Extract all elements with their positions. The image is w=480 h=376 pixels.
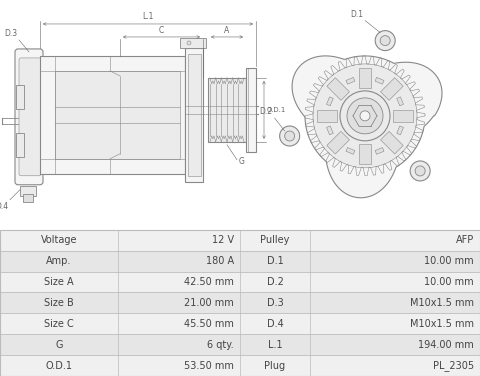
Bar [0, 271, 480, 293]
Bar [55, 71, 180, 159]
Polygon shape [317, 110, 337, 122]
Text: D.4: D.4 [266, 319, 283, 329]
Text: Plug: Plug [264, 361, 286, 371]
Text: O.D.1: O.D.1 [267, 107, 287, 113]
Text: M10x1.5 mm: M10x1.5 mm [410, 298, 474, 308]
Polygon shape [397, 126, 404, 135]
Polygon shape [359, 144, 371, 164]
Text: Voltage: Voltage [41, 235, 77, 245]
Text: D.1: D.1 [266, 256, 283, 266]
Bar [208, 78, 246, 142]
Text: D.3: D.3 [266, 298, 283, 308]
Bar [188, 54, 201, 176]
Polygon shape [375, 77, 384, 84]
Circle shape [280, 126, 300, 146]
Polygon shape [326, 126, 333, 135]
Text: G: G [55, 340, 63, 350]
Text: M10x1.5 mm: M10x1.5 mm [410, 319, 474, 329]
Text: L.1: L.1 [268, 340, 282, 350]
Text: AFP: AFP [456, 235, 474, 245]
Polygon shape [359, 68, 371, 88]
Text: Size C: Size C [44, 319, 74, 329]
Bar [0, 293, 480, 313]
Bar [20, 186, 36, 196]
Text: O.D.1: O.D.1 [46, 361, 72, 371]
Circle shape [380, 36, 390, 45]
Text: PL_2305: PL_2305 [433, 360, 474, 371]
Bar [16, 85, 24, 109]
Circle shape [340, 91, 390, 141]
Text: 53.50 mm: 53.50 mm [184, 361, 234, 371]
Circle shape [313, 64, 417, 168]
Text: 42.50 mm: 42.50 mm [184, 277, 234, 287]
Polygon shape [327, 131, 349, 154]
Text: D.1: D.1 [350, 10, 363, 19]
Bar [0, 313, 480, 334]
Polygon shape [326, 97, 333, 106]
Circle shape [415, 166, 425, 176]
Bar [0, 230, 480, 251]
Circle shape [375, 30, 395, 51]
Polygon shape [346, 77, 355, 84]
Text: Amp.: Amp. [46, 256, 72, 266]
Circle shape [187, 41, 191, 45]
Bar [0, 251, 480, 271]
Text: A: A [224, 26, 229, 35]
Polygon shape [381, 131, 403, 154]
Circle shape [360, 111, 370, 121]
Polygon shape [375, 147, 384, 154]
Circle shape [410, 161, 430, 181]
Text: 10.00 mm: 10.00 mm [424, 277, 474, 287]
Text: 21.00 mm: 21.00 mm [184, 298, 234, 308]
Text: 180 A: 180 A [206, 256, 234, 266]
Text: 10.00 mm: 10.00 mm [424, 256, 474, 266]
Text: G: G [239, 157, 245, 166]
Text: 6 qty.: 6 qty. [207, 340, 234, 350]
Circle shape [347, 98, 383, 134]
Bar [16, 133, 24, 157]
Text: Size B: Size B [44, 298, 74, 308]
Text: C: C [159, 26, 164, 35]
Polygon shape [381, 78, 403, 100]
Text: L.1: L.1 [142, 12, 154, 21]
Text: Pulley: Pulley [260, 235, 290, 245]
Polygon shape [393, 110, 413, 122]
Polygon shape [397, 97, 404, 106]
Text: 45.50 mm: 45.50 mm [184, 319, 234, 329]
Bar [185, 48, 203, 182]
Bar [180, 38, 206, 48]
Text: Size A: Size A [44, 277, 74, 287]
Text: 194.00 mm: 194.00 mm [418, 340, 474, 350]
FancyBboxPatch shape [15, 49, 43, 185]
FancyBboxPatch shape [19, 58, 41, 176]
Circle shape [285, 131, 295, 141]
Polygon shape [292, 56, 442, 198]
Bar [0, 355, 480, 376]
Text: D.2: D.2 [266, 277, 283, 287]
Polygon shape [346, 147, 355, 154]
Text: D.4: D.4 [0, 202, 8, 211]
Bar [40, 56, 185, 174]
Bar [246, 68, 256, 152]
Polygon shape [327, 78, 349, 100]
Text: D.3: D.3 [4, 29, 17, 38]
Bar [23, 194, 33, 202]
Text: 12 V: 12 V [212, 235, 234, 245]
Bar [0, 334, 480, 355]
Text: D.2: D.2 [260, 107, 273, 116]
